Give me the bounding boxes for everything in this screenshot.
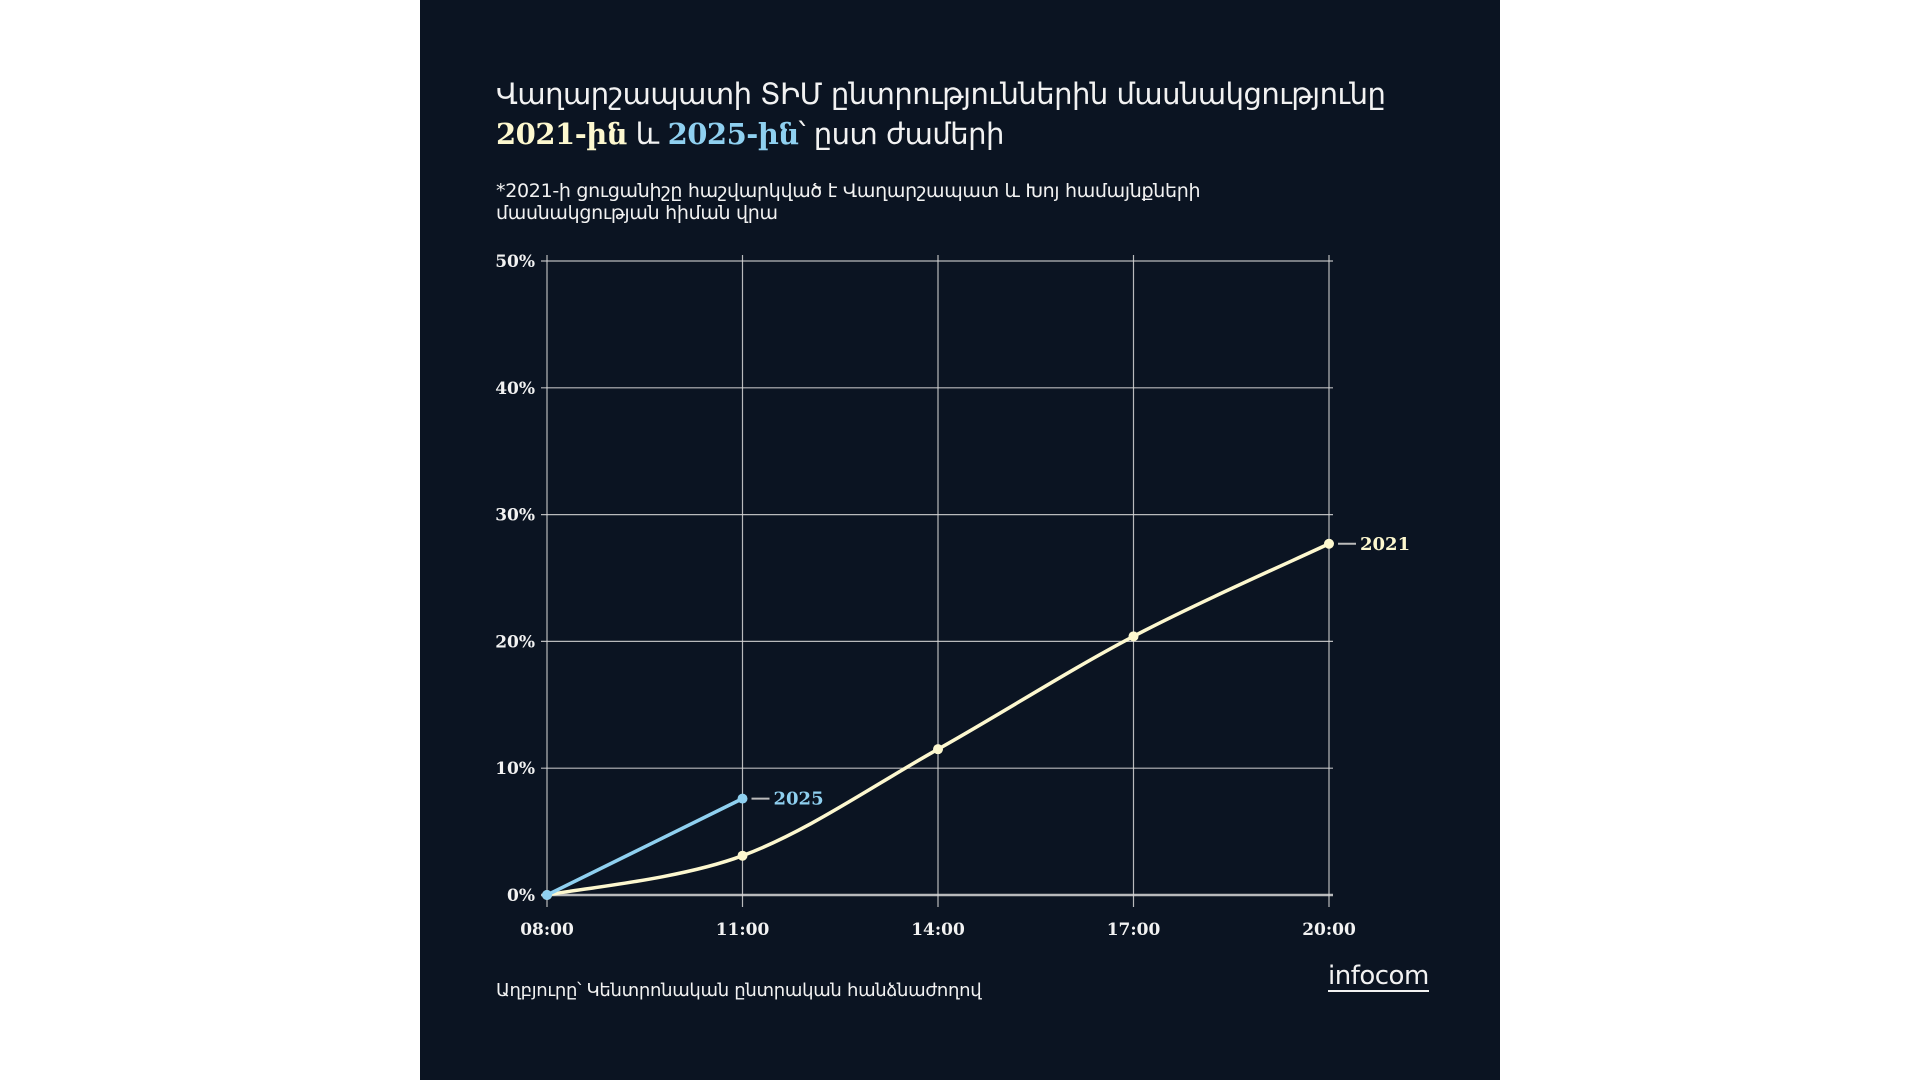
x-tick-label: 11:00: [716, 920, 770, 940]
source-text: Աղբյուրը՝ Կենտրոնական ընտրական հանձնաժող…: [496, 980, 982, 1001]
x-tick-label: 14:00: [911, 920, 965, 940]
chart-title: Վաղարշապատի ՏԻՄ ընտրություններին մասնակց…: [496, 74, 1456, 154]
data-point-2021: [737, 850, 748, 861]
chart-panel: Վաղարշապատի ՏԻՄ ընտրություններին մասնակց…: [420, 0, 1500, 1080]
series-label-2021: 2021: [1360, 534, 1410, 555]
y-tick-label: 10%: [495, 759, 535, 779]
y-tick-label: 40%: [495, 379, 535, 399]
y-tick-label: 0%: [507, 886, 535, 906]
y-tick-label: 20%: [495, 632, 535, 652]
series-line-2025: [546, 797, 744, 897]
y-tick-label: 50%: [495, 252, 535, 272]
x-tick-label: 17:00: [1107, 920, 1161, 940]
data-point-2021: [1128, 631, 1139, 642]
chart-note: *2021-ի ցուցանիշը հաշվարկված է Վաղարշապա…: [496, 180, 1201, 224]
title-line1: Վաղարշապատի ՏԻՄ ընտրություններին մասնակց…: [496, 77, 1386, 111]
title-conj: և: [627, 117, 668, 151]
data-point-2025: [737, 793, 748, 804]
title-rest: ՝ ըստ ժամերի: [798, 117, 1005, 151]
data-point-2021: [1324, 538, 1334, 549]
infocom-logo: infocom: [1328, 961, 1429, 992]
data-point-2021: [933, 744, 943, 755]
x-tick-label: 20:00: [1302, 920, 1356, 940]
title-year-2025: 2025-ին: [667, 117, 800, 151]
y-tick-label: 30%: [495, 506, 535, 526]
x-tick-label: 08:00: [520, 920, 574, 940]
data-point-2025: [542, 890, 552, 900]
line-chart: 0% 10% 20% 30% 40% 50% 08:00 11:00 14:00 17:00 20:…: [495, 252, 1410, 940]
title-year-2021: 2021-ին: [496, 117, 628, 151]
series-label-2025: 2025: [774, 789, 824, 810]
